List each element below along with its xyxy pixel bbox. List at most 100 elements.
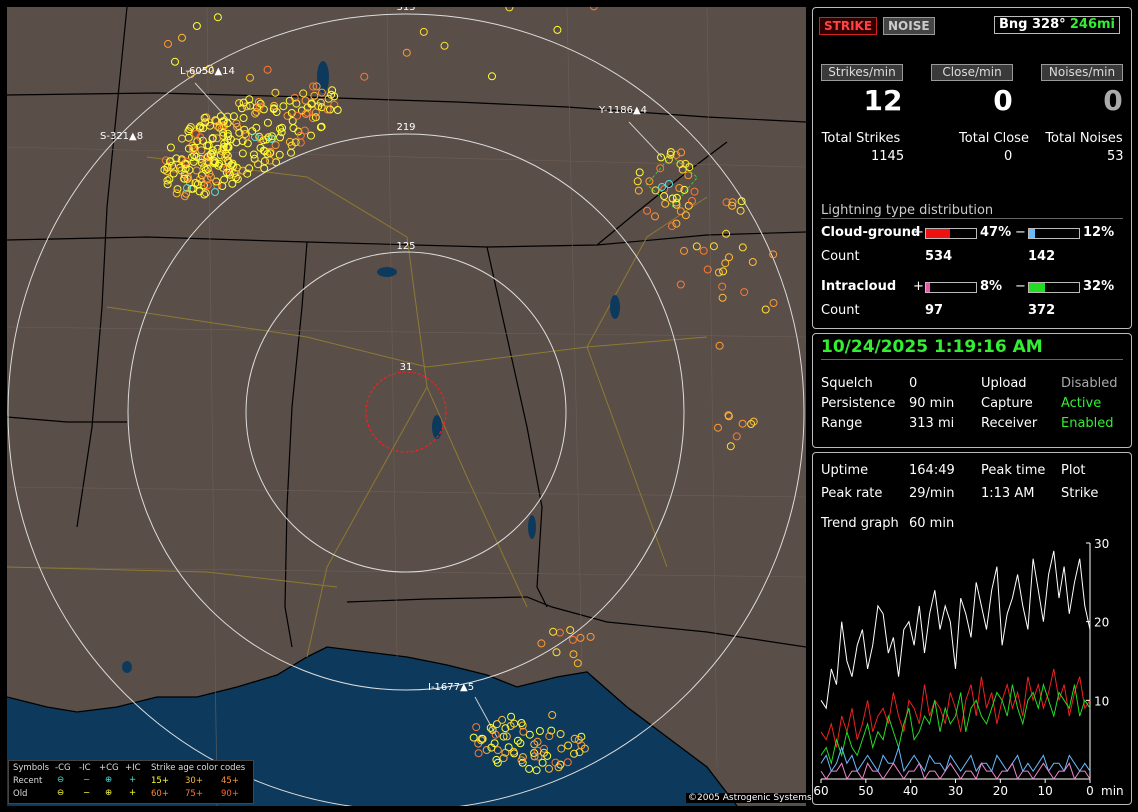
strike-marker bbox=[208, 146, 217, 155]
strike-marker bbox=[285, 96, 294, 105]
strike-marker bbox=[563, 758, 572, 767]
plot-value[interactable]: Strike bbox=[1061, 486, 1099, 501]
strike-marker bbox=[660, 192, 669, 201]
x-tick-label: 10 bbox=[1038, 784, 1053, 798]
strike-map[interactable]: 313 219 125 31 L-6050▲14 S-321▲8 Y-1186▲… bbox=[7, 7, 806, 806]
strike-marker bbox=[501, 748, 510, 757]
strike-marker bbox=[275, 150, 284, 159]
strike-marker bbox=[360, 72, 369, 81]
strike-marker bbox=[681, 211, 690, 220]
ic-plus-count: 97 bbox=[925, 303, 944, 318]
strike-marker bbox=[160, 165, 169, 174]
legend-age-header: Strike age color codes bbox=[151, 763, 246, 773]
distance-value: 246mi bbox=[1069, 17, 1115, 32]
strike-markers bbox=[160, 7, 778, 775]
strike-panel: STRIKE NOISE Bng 328° 246mi Strikes/min … bbox=[812, 7, 1132, 329]
strike-marker bbox=[714, 423, 722, 432]
strike-marker bbox=[263, 65, 272, 74]
strike-marker bbox=[294, 127, 303, 136]
trend-line-1 bbox=[820, 668, 1091, 748]
strike-marker bbox=[482, 746, 491, 754]
strike-marker bbox=[505, 7, 514, 12]
strike-marker bbox=[537, 639, 546, 648]
trend-value[interactable]: 60 min bbox=[909, 516, 955, 531]
bearing-value: Bng 328° bbox=[999, 17, 1066, 32]
strike-marker bbox=[238, 149, 247, 158]
strike-marker bbox=[317, 88, 326, 97]
ic-minus-pct: 32% bbox=[1083, 279, 1115, 294]
strike-marker bbox=[188, 153, 196, 162]
strikes-per-min-label[interactable]: Strikes/min bbox=[821, 64, 903, 81]
tag-y[interactable]: Y-1186▲4 bbox=[599, 105, 648, 116]
strike-marker bbox=[501, 724, 510, 733]
receiver-value: Enabled bbox=[1061, 416, 1114, 431]
strike-marker bbox=[217, 124, 226, 133]
x-tick-label: 50 bbox=[858, 784, 873, 798]
strike-marker bbox=[263, 118, 272, 127]
strike-marker bbox=[728, 198, 737, 207]
cg-plus-sign: + bbox=[913, 225, 924, 240]
strike-marker bbox=[635, 168, 644, 177]
ic-plus-bar bbox=[925, 282, 977, 293]
stats-panel: Uptime 164:49 Peak time Plot Peak rate 2… bbox=[812, 452, 1132, 805]
strike-marker bbox=[178, 33, 186, 42]
y-tick-label: 20 bbox=[1094, 616, 1109, 630]
y-tick-label: 10 bbox=[1094, 694, 1109, 708]
close-per-min-label[interactable]: Close/min bbox=[931, 64, 1013, 81]
symbol-legend: Symbols -CG -IC +CG +IC Strike age color… bbox=[8, 760, 254, 804]
strike-marker bbox=[721, 259, 730, 268]
total-strikes-label: Total Strikes bbox=[821, 131, 901, 146]
strike-marker bbox=[666, 148, 675, 157]
strike-marker bbox=[487, 743, 496, 752]
strike-marker bbox=[232, 170, 241, 179]
strike-marker bbox=[165, 175, 174, 184]
strike-marker bbox=[206, 121, 214, 130]
strike-marker bbox=[203, 181, 212, 190]
strike-marker bbox=[661, 199, 670, 208]
strike-marker bbox=[672, 219, 681, 228]
distribution-title: Lightning type distribution bbox=[821, 203, 994, 218]
strike-marker bbox=[184, 133, 193, 142]
strike-marker bbox=[203, 175, 212, 184]
strike-marker bbox=[285, 137, 294, 146]
legend-old-pos-ic-icon: + bbox=[129, 788, 137, 798]
strike-marker bbox=[292, 99, 301, 108]
tag-i[interactable]: I-1677▲5 bbox=[428, 682, 475, 693]
total-noises-label: Total Noises bbox=[1045, 131, 1123, 146]
strike-marker bbox=[540, 748, 548, 757]
strike-marker bbox=[189, 145, 198, 154]
strike-marker bbox=[270, 101, 279, 110]
recent-strike-marker bbox=[251, 133, 259, 141]
strike-marker bbox=[186, 123, 195, 131]
strike-marker bbox=[645, 177, 654, 186]
peak-rate-label: Peak rate bbox=[821, 486, 883, 501]
ring-label-31: 31 bbox=[399, 362, 413, 373]
strikes-per-min-value: 12 bbox=[863, 84, 903, 117]
strike-marker bbox=[191, 130, 200, 138]
strike-marker bbox=[216, 112, 225, 121]
strike-marker bbox=[288, 117, 297, 125]
strike-marker bbox=[525, 764, 534, 773]
strike-marker bbox=[223, 129, 232, 138]
strike-marker bbox=[171, 57, 179, 66]
strike-marker bbox=[736, 206, 745, 215]
strike-marker bbox=[722, 198, 731, 207]
strike-marker bbox=[718, 282, 727, 291]
noise-tab[interactable]: NOISE bbox=[883, 17, 935, 35]
noises-per-min-label[interactable]: Noises/min bbox=[1041, 64, 1123, 81]
cg-minus-bar bbox=[1028, 228, 1080, 239]
legend-age-45: 45+ bbox=[221, 776, 239, 786]
strike-marker bbox=[488, 726, 497, 735]
strike-marker bbox=[219, 143, 228, 152]
persistence-label: Persistence bbox=[821, 396, 896, 411]
peak-rate-value: 29/min bbox=[909, 486, 955, 501]
tag-s[interactable]: S-321▲8 bbox=[100, 131, 144, 142]
tag-l[interactable]: L-6050▲14 bbox=[180, 66, 235, 77]
legend-col-neg-cg: -CG bbox=[55, 763, 71, 773]
strike-tab[interactable]: STRIKE bbox=[819, 17, 878, 35]
strike-marker bbox=[688, 197, 696, 205]
strike-marker bbox=[235, 128, 244, 137]
receiver-label: Receiver bbox=[981, 416, 1038, 431]
ic-minus-sign: − bbox=[1015, 279, 1026, 294]
capture-value: Active bbox=[1061, 396, 1102, 411]
